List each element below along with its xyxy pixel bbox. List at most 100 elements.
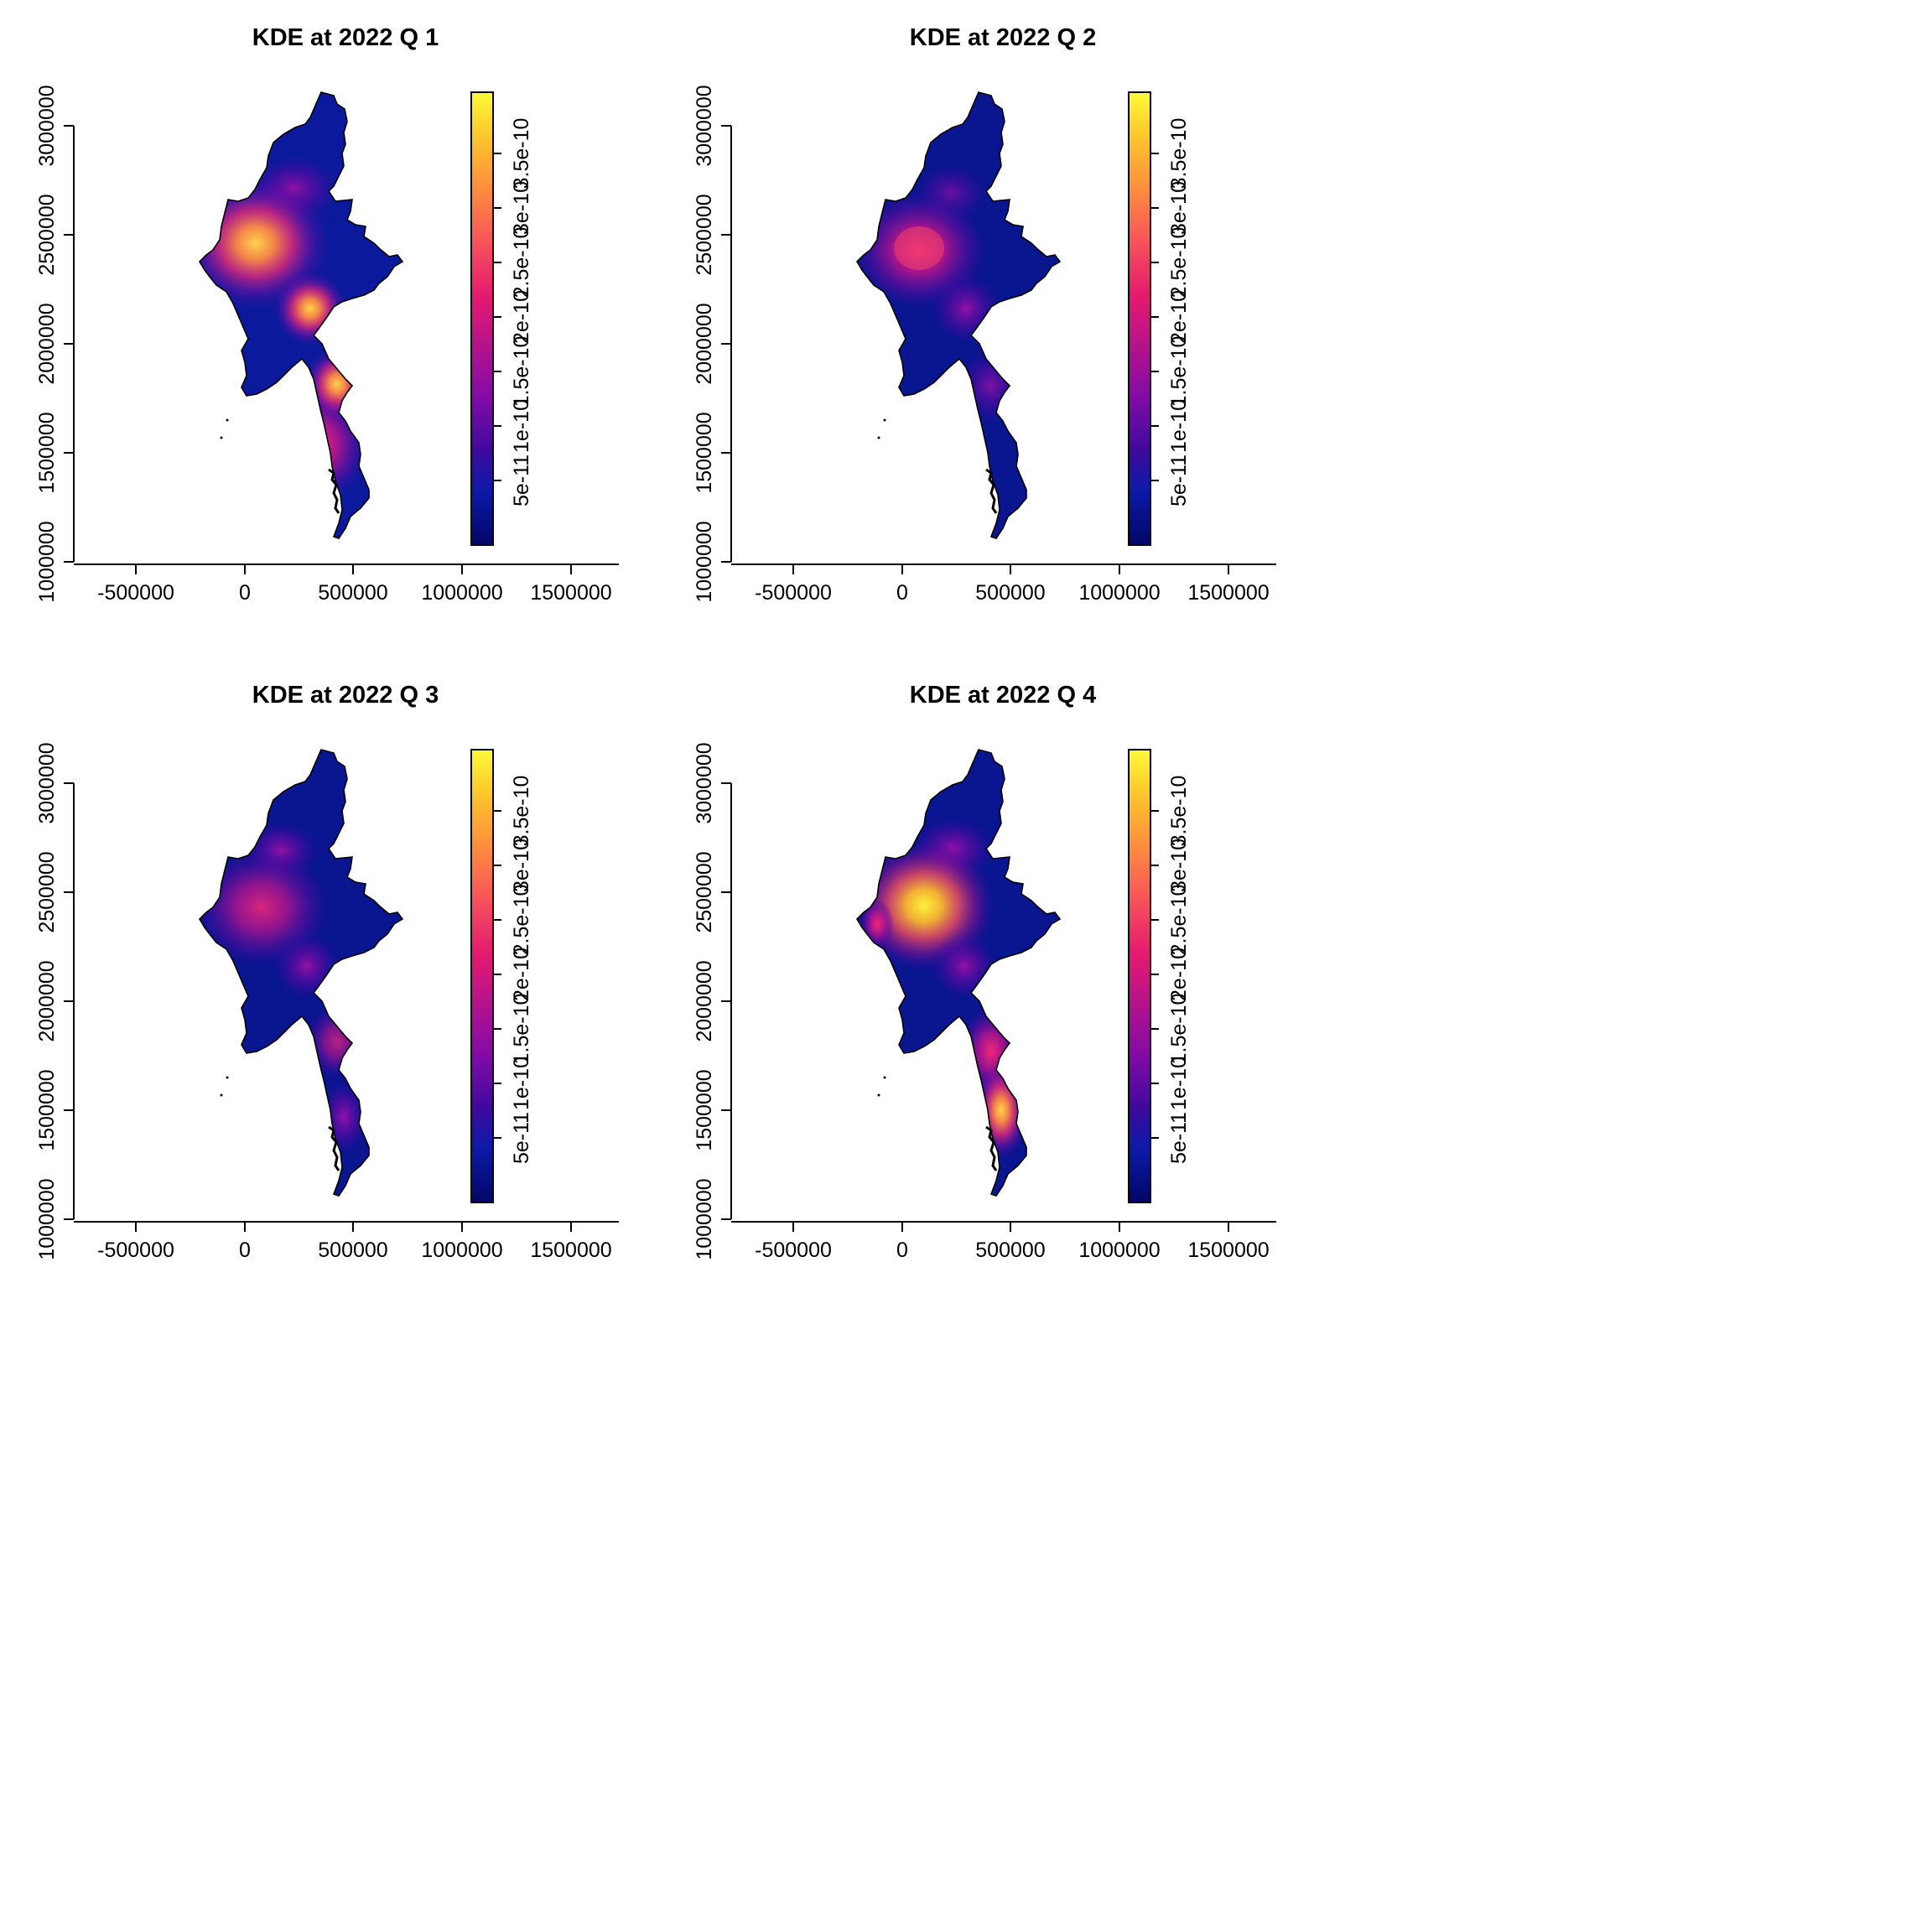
island xyxy=(883,418,886,422)
hotspot xyxy=(273,932,340,1000)
x-axis: -500000 0 500000 1000000 1500000 xyxy=(74,564,619,605)
colorbar: 5e-11 1e-10 1.5e-10 2e-10 2.5e-10 3e-10 … xyxy=(470,749,533,1203)
y-tick-label: 1500000 xyxy=(693,412,716,493)
y-tick-label: 2500000 xyxy=(35,851,59,932)
colorbar: 5e-11 1e-10 1.5e-10 2e-10 2.5e-10 3e-10 … xyxy=(1128,749,1191,1203)
colorbar-tick-label: 2.5e-10 xyxy=(510,885,533,956)
island xyxy=(877,1093,880,1097)
panel-title: KDE at 2022 Q 2 xyxy=(910,24,1096,51)
y-tick-label: 1000000 xyxy=(693,1178,716,1259)
x-tick-label: 0 xyxy=(896,1239,908,1262)
y-axis: 1000000 1500000 2000000 2500000 3000000 xyxy=(693,742,732,1260)
colorbar-tick-label: 3.5e-10 xyxy=(1167,118,1191,190)
panel-q2: KDE at 2022 Q 2 1000000 1500000 xyxy=(693,24,1276,605)
x-tick-label: -500000 xyxy=(755,1239,832,1262)
island xyxy=(877,436,880,439)
colorbar-tick-label: 1e-10 xyxy=(1167,1057,1191,1110)
x-tick-label: -500000 xyxy=(755,581,832,605)
panel-q1: KDE at 2022 Q 1 1000000 1500000 xyxy=(35,24,619,605)
colorbar-tick-label: 1.5e-10 xyxy=(510,994,533,1065)
x-tick-label: 500000 xyxy=(318,581,387,605)
x-tick-label: 500000 xyxy=(318,1239,387,1262)
colorbar-tick-label: 1e-10 xyxy=(510,399,533,453)
colorbar-tick-label: 3.5e-10 xyxy=(510,118,533,190)
colorbar-tick-label: 5e-11 xyxy=(1167,1112,1191,1164)
y-tick-label: 3000000 xyxy=(35,85,59,166)
archipelago xyxy=(328,1125,340,1171)
x-axis: -500000 0 500000 1000000 1500000 xyxy=(731,1221,1276,1262)
island xyxy=(220,436,223,439)
colorbar: 5e-11 1e-10 1.5e-10 2e-10 2.5e-10 3e-10 … xyxy=(470,91,533,546)
x-tick-label: 1000000 xyxy=(421,581,502,605)
colorbar-tick-label: 2e-10 xyxy=(510,948,533,1001)
y-tick-label: 3000000 xyxy=(693,742,716,823)
colorbar-tick-label: 2.5e-10 xyxy=(1167,885,1191,956)
archipelago xyxy=(985,1125,998,1171)
colorbar-tick-label: 3.5e-10 xyxy=(1167,776,1191,847)
colorbar-tick-label: 5e-11 xyxy=(510,454,533,506)
colorbar-frame xyxy=(1128,749,1151,1203)
x-tick-label: 1500000 xyxy=(1187,581,1269,605)
colorbar-tick-label: 2e-10 xyxy=(1167,290,1191,344)
x-tick-label: 1000000 xyxy=(1078,581,1160,605)
x-tick-label: 1000000 xyxy=(421,1239,502,1262)
colorbar-tick-label: 2.5e-10 xyxy=(1167,227,1191,299)
colorbar: 5e-11 1e-10 1.5e-10 2e-10 2.5e-10 3e-10 … xyxy=(1128,91,1191,546)
panel-title: KDE at 2022 Q 1 xyxy=(252,24,439,51)
colorbar-ramp xyxy=(1129,750,1150,1202)
y-tick-label: 1500000 xyxy=(35,412,59,493)
x-axis: -500000 0 500000 1000000 1500000 xyxy=(74,1221,619,1262)
panel-q4: KDE at 2022 Q 4 1000000 1500 xyxy=(693,682,1276,1262)
panel-title: KDE at 2022 Q 4 xyxy=(910,682,1096,709)
y-tick-label: 1000000 xyxy=(693,521,716,602)
panel-title: KDE at 2022 Q 3 xyxy=(252,682,439,709)
hotspot xyxy=(273,271,348,346)
colorbar-tick-label: 1.5e-10 xyxy=(510,336,533,408)
x-tick-label: 0 xyxy=(896,581,908,605)
colorbar-ramp xyxy=(1129,92,1150,545)
archipelago xyxy=(985,468,998,514)
map-region xyxy=(199,749,403,1197)
y-tick-label: 1000000 xyxy=(35,1178,59,1259)
y-tick-label: 2500000 xyxy=(35,194,59,275)
colorbar-tick-label: 3e-10 xyxy=(510,181,533,235)
island xyxy=(883,1076,886,1079)
colorbar-tick-label: 3e-10 xyxy=(510,839,533,892)
colorbar-tick-label: 5e-11 xyxy=(1167,454,1191,506)
colorbar-tick-label: 3.5e-10 xyxy=(510,776,533,847)
x-tick-label: -500000 xyxy=(97,1239,174,1262)
hotspot xyxy=(973,1060,1030,1161)
x-tick-label: 500000 xyxy=(975,581,1045,605)
x-tick-label: 0 xyxy=(239,581,251,605)
colorbar-tick-label: 2e-10 xyxy=(1167,948,1191,1001)
y-tick-label: 2500000 xyxy=(693,851,716,932)
x-tick-label: 0 xyxy=(239,1239,251,1262)
hotspot xyxy=(860,899,894,949)
map-region xyxy=(199,91,403,539)
colorbar-ramp xyxy=(471,92,493,545)
colorbar-tick-label: 1.5e-10 xyxy=(1167,336,1191,408)
y-tick-label: 3000000 xyxy=(35,742,59,823)
island xyxy=(220,1093,223,1097)
map-region xyxy=(856,91,1061,539)
y-tick-label: 2000000 xyxy=(693,303,716,384)
y-axis: 1000000 1500000 2000000 2500000 3000000 xyxy=(693,85,732,603)
island xyxy=(226,418,229,422)
island xyxy=(226,1076,229,1079)
y-tick-label: 2000000 xyxy=(693,960,716,1041)
y-tick-label: 2000000 xyxy=(35,960,59,1041)
colorbar-tick-label: 3e-10 xyxy=(1167,181,1191,235)
y-tick-label: 3000000 xyxy=(693,85,716,166)
colorbar-frame xyxy=(470,749,494,1203)
hotspot xyxy=(894,226,944,270)
hotspot xyxy=(304,346,371,422)
x-tick-label: 500000 xyxy=(975,1239,1045,1262)
y-tick-label: 2500000 xyxy=(693,194,716,275)
colorbar-tick-label: 5e-11 xyxy=(510,1112,533,1164)
x-tick-label: 1500000 xyxy=(1187,1239,1269,1262)
colorbar-tick-label: 1e-10 xyxy=(510,1057,533,1110)
panel-q3: KDE at 2022 Q 3 1000000 1500000 xyxy=(35,682,619,1262)
map-region xyxy=(856,749,1061,1197)
colorbar-frame xyxy=(1128,91,1151,546)
